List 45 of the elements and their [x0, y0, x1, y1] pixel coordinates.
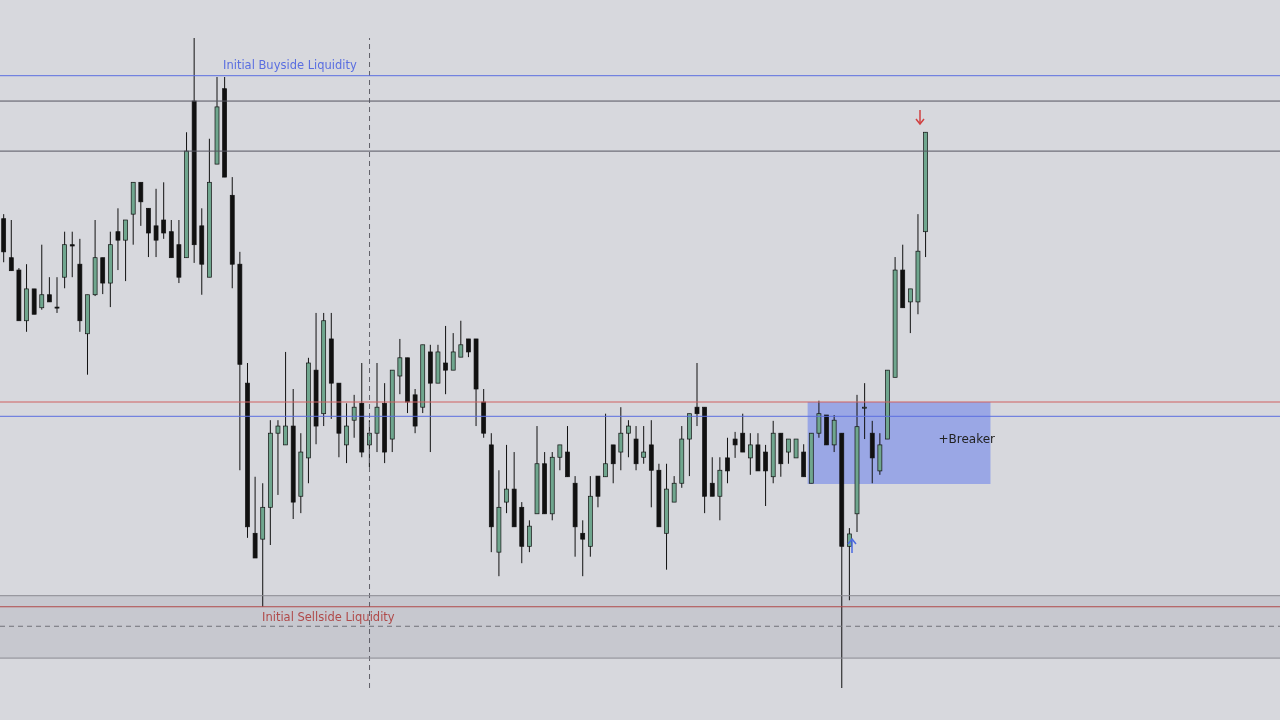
candlestick: [618, 406, 624, 471]
candlestick: [793, 438, 799, 459]
candlestick: [786, 438, 791, 465]
candlestick: [671, 475, 677, 503]
candlestick: [694, 362, 700, 427]
candlestick: [595, 475, 601, 508]
candlestick: [641, 425, 647, 465]
candlestick: [610, 444, 616, 484]
candlestick: [557, 444, 563, 471]
ref-line-label: Initial Buyside Liquidity: [223, 57, 358, 72]
candlestick: [153, 188, 159, 258]
candlestick: [907, 288, 913, 334]
candlestick: [603, 413, 608, 478]
candlestick: [450, 332, 456, 371]
candlestick: [275, 419, 281, 496]
candlestick: [626, 419, 631, 458]
candlestick: [138, 181, 144, 227]
candlestick: [527, 519, 532, 553]
candlestick: [69, 231, 75, 278]
candlestick: [466, 338, 471, 358]
candlestick: [458, 320, 464, 358]
candlestick: [123, 219, 128, 282]
ref-line-label: Initial Sellside Liquidity: [262, 609, 395, 624]
candlestick: [39, 244, 45, 311]
band-label: +Breaker: [938, 431, 996, 446]
candlestick: [351, 394, 357, 439]
candlestick: [8, 219, 14, 272]
candlestick: [747, 432, 753, 476]
candlestick: [115, 207, 121, 271]
candlestick: [54, 276, 60, 314]
candlestick: [740, 413, 746, 453]
candlestick: [397, 338, 403, 395]
candlestick: [725, 437, 730, 484]
candlestick: [816, 400, 822, 439]
candlestick: [709, 456, 715, 497]
candlestick: [443, 325, 448, 395]
candlestick: [732, 431, 738, 459]
candlestick: [344, 402, 349, 464]
candlestick: [161, 181, 167, 240]
candlestick: [763, 444, 768, 507]
candlestick: [283, 351, 288, 446]
candlestick: [504, 444, 509, 514]
candlestick: [580, 519, 586, 577]
candlestick: [862, 382, 867, 440]
candlestick: [47, 276, 52, 303]
